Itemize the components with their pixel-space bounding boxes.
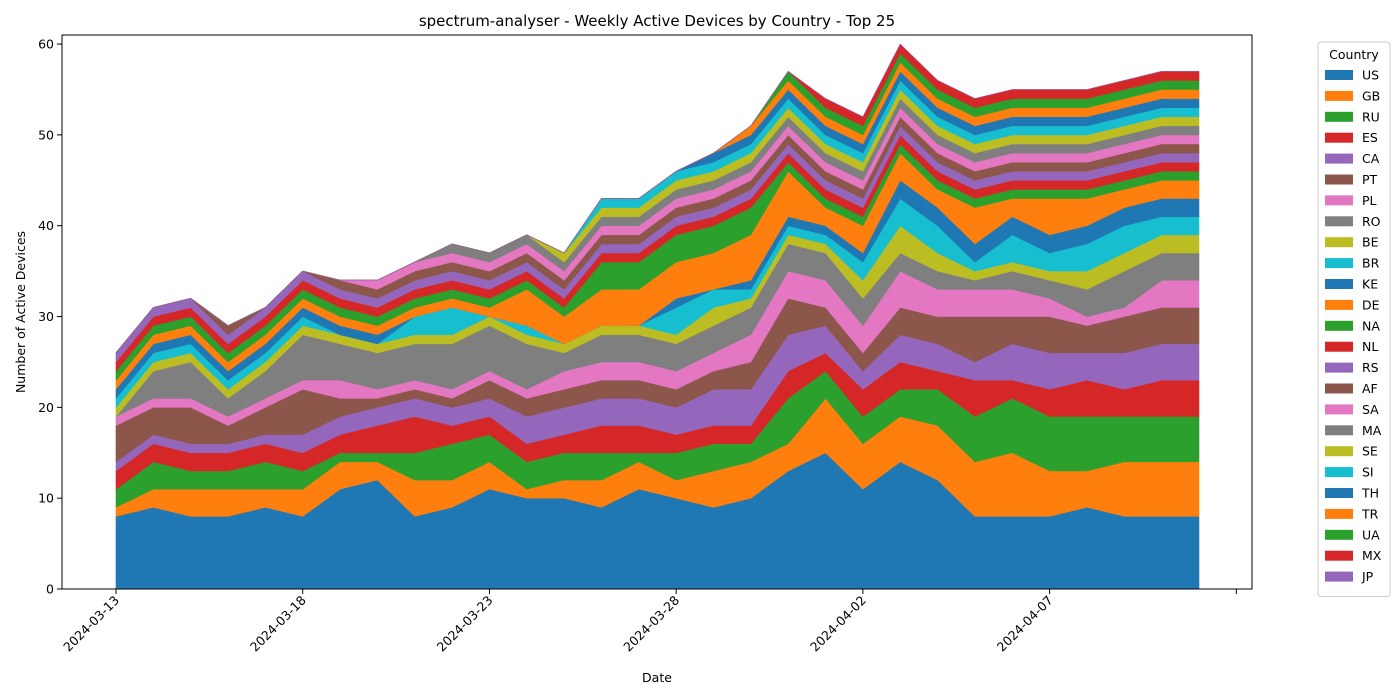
legend-label-th: TH xyxy=(1361,486,1379,501)
legend-swatch-sa xyxy=(1325,404,1353,415)
legend-label-se: SE xyxy=(1362,444,1378,459)
legend-swatch-ca xyxy=(1325,153,1353,164)
legend-swatch-jp xyxy=(1325,571,1353,582)
y-tick-label: 40 xyxy=(38,218,54,233)
legend: Country US GB RU ES CA PT PL RO BE BR KE DE NA NL RS AF… xyxy=(1317,41,1391,597)
legend-label-pl: PL xyxy=(1362,193,1377,208)
legend-label-sa: SA xyxy=(1362,402,1379,417)
y-tick-label: 20 xyxy=(38,400,54,415)
chart-title: spectrum-analyser - Weekly Active Device… xyxy=(419,12,895,30)
legend-swatch-si xyxy=(1325,467,1353,478)
x-tick-label: 2024-03-18 xyxy=(247,592,309,654)
legend-swatch-th xyxy=(1325,488,1353,498)
x-axis-label: Date xyxy=(642,670,672,685)
legend-label-jp: JP xyxy=(1361,569,1374,584)
legend-swatch-tr xyxy=(1325,508,1353,519)
legend-swatch-nl xyxy=(1325,341,1353,352)
legend-label-na: NA xyxy=(1362,318,1380,333)
legend-label-es: ES xyxy=(1362,130,1378,145)
y-tick-label: 60 xyxy=(38,37,54,52)
legend-label-nl: NL xyxy=(1362,339,1378,354)
y-tick-label: 30 xyxy=(38,309,54,324)
legend-label-pt: PT xyxy=(1362,172,1378,187)
legend-swatch-es xyxy=(1325,132,1353,143)
legend-swatch-de xyxy=(1325,299,1353,310)
area-series-jp xyxy=(115,43,1199,354)
y-tick-label: 10 xyxy=(38,491,54,506)
legend-swatch-ma xyxy=(1325,425,1353,436)
legend-swatch-pl xyxy=(1325,195,1353,206)
legend-label-mx: MX xyxy=(1362,548,1382,563)
x-tick-label: 2024-04-07 xyxy=(994,593,1056,655)
legend-swatch-af xyxy=(1325,383,1353,394)
x-tick-label: 2024-03-28 xyxy=(620,592,682,654)
x-tick-label: 2024-03-23 xyxy=(434,593,496,655)
legend-swatch-ru xyxy=(1325,111,1353,122)
legend-label-gb: GB xyxy=(1362,88,1380,103)
y-axis: 0 10 20 30 40 50 60 xyxy=(38,37,62,597)
legend-title: Country xyxy=(1329,47,1379,62)
y-axis-label: Number of Active Devices xyxy=(13,231,28,393)
plot-frame xyxy=(61,34,1253,590)
legend-label-ua: UA xyxy=(1362,527,1380,542)
x-tick-label: 2024-03-13 xyxy=(60,593,122,655)
legend-items: US GB RU ES CA PT PL RO BE BR KE DE NA NL RS AF SA MA SE SI… xyxy=(1325,68,1382,584)
legend-swatch-gb xyxy=(1325,90,1353,101)
legend-swatch-rs xyxy=(1325,362,1353,373)
plot-area xyxy=(115,43,1200,590)
legend-label-be: BE xyxy=(1362,235,1379,250)
legend-swatch-br xyxy=(1325,258,1353,269)
legend-label-tr: TR xyxy=(1361,506,1379,521)
legend-swatch-se xyxy=(1325,446,1353,457)
legend-label-af: AF xyxy=(1362,381,1378,396)
legend-swatch-us xyxy=(1325,70,1353,80)
legend-label-ke: KE xyxy=(1362,277,1378,292)
legend-swatch-na xyxy=(1325,320,1353,331)
x-tick-label: 2024-04-02 xyxy=(807,593,869,655)
legend-label-ro: RO xyxy=(1362,214,1381,229)
legend-swatch-ua xyxy=(1325,529,1353,540)
legend-label-ma: MA xyxy=(1362,423,1382,438)
legend-label-us: US xyxy=(1362,68,1379,83)
legend-swatch-mx xyxy=(1325,550,1353,561)
x-axis: 2024-03-13 2024-03-18 2024-03-23 2024-03-28… xyxy=(60,589,1237,655)
legend-label-de: DE xyxy=(1362,297,1380,312)
legend-label-ca: CA xyxy=(1362,151,1380,166)
legend-label-ru: RU xyxy=(1362,109,1380,124)
y-tick-label: 0 xyxy=(46,582,54,597)
legend-swatch-ke xyxy=(1325,279,1353,289)
legend-swatch-ro xyxy=(1325,216,1353,227)
legend-swatch-pt xyxy=(1325,174,1353,185)
y-tick-label: 50 xyxy=(38,127,54,142)
legend-label-rs: RS xyxy=(1362,360,1379,375)
legend-label-br: BR xyxy=(1362,256,1380,271)
legend-label-si: SI xyxy=(1362,465,1374,480)
legend-swatch-be xyxy=(1325,237,1353,248)
